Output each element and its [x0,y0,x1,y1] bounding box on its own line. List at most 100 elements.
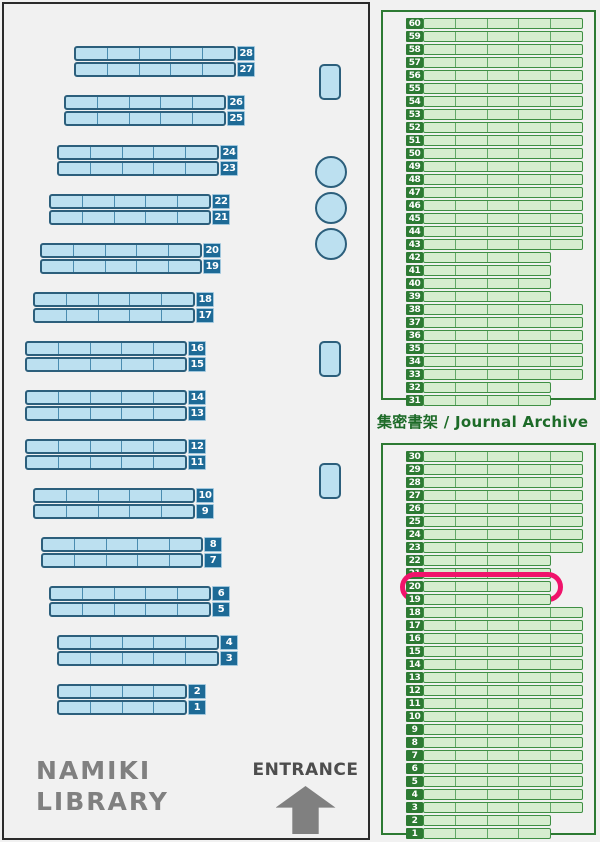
archive-row[interactable]: 41 [406,265,551,276]
archive-number-badge[interactable]: 54 [406,96,423,107]
shelf-bar[interactable] [33,504,195,519]
archive-number-badge[interactable]: 13 [406,672,423,683]
shelf-number-badge[interactable]: 20 [203,243,221,258]
shelf-number-badge[interactable]: 11 [188,455,206,470]
archive-row[interactable]: 47 [406,187,583,198]
shelf-bar[interactable] [57,635,219,650]
archive-number-badge[interactable]: 47 [406,187,423,198]
archive-number-badge[interactable]: 50 [406,148,423,159]
shelf-row[interactable]: 7 [41,553,222,568]
shelf-number-badge[interactable]: 26 [227,95,245,110]
archive-number-badge[interactable]: 57 [406,57,423,68]
archive-number-badge[interactable]: 5 [406,776,423,787]
shelf-row[interactable]: 13 [25,406,206,421]
archive-number-badge[interactable]: 7 [406,750,423,761]
archive-number-badge[interactable]: 4 [406,789,423,800]
archive-row[interactable]: 7 [406,750,583,761]
shelf-row[interactable]: 26 [64,95,245,110]
archive-row[interactable]: 51 [406,135,583,146]
shelf-row[interactable]: 27 [74,62,255,77]
archive-row[interactable]: 49 [406,161,583,172]
shelf-row[interactable]: 22 [49,194,230,209]
archive-number-badge[interactable]: 11 [406,698,423,709]
shelf-row[interactable]: 16 [25,341,206,356]
archive-number-badge[interactable]: 19 [406,594,423,605]
archive-row[interactable]: 43 [406,239,583,250]
round-table-3[interactable] [315,228,347,260]
shelf-bar[interactable] [25,357,187,372]
shelf-bar[interactable] [25,455,187,470]
archive-bar[interactable] [423,451,583,462]
archive-number-badge[interactable]: 36 [406,330,423,341]
shelf-number-badge[interactable]: 18 [196,292,214,307]
archive-bar[interactable] [423,239,583,250]
archive-number-badge[interactable]: 53 [406,109,423,120]
shelf-row[interactable]: 9 [33,504,214,519]
archive-row[interactable]: 21 [406,568,551,579]
archive-row[interactable]: 28 [406,477,583,488]
shelf-bar[interactable] [40,243,202,258]
shelf-group-24-23[interactable]: 24 23 [57,145,238,176]
archive-bar[interactable] [423,70,583,81]
archive-bar[interactable] [423,122,583,133]
shelf-number-badge[interactable]: 16 [188,341,206,356]
shelf-number-badge[interactable]: 23 [220,161,238,176]
archive-row[interactable]: 54 [406,96,583,107]
archive-row[interactable]: 10 [406,711,583,722]
study-table-3[interactable] [319,463,341,499]
shelf-number-badge[interactable]: 2 [188,684,206,699]
shelf-bar[interactable] [64,111,226,126]
archive-bar[interactable] [423,724,583,735]
archive-bar[interactable] [423,174,583,185]
archive-row[interactable]: 4 [406,789,583,800]
archive-number-badge[interactable]: 29 [406,464,423,475]
shelf-bar[interactable] [57,651,219,666]
shelf-bar[interactable] [33,308,195,323]
archive-row[interactable]: 9 [406,724,583,735]
shelf-row[interactable]: 17 [33,308,214,323]
archive-row[interactable]: 56 [406,70,583,81]
shelf-bar[interactable] [25,341,187,356]
shelf-group-18-17[interactable]: 18 17 [33,292,214,323]
shelf-number-badge[interactable]: 27 [237,62,255,77]
archive-row[interactable]: 40 [406,278,551,289]
archive-number-badge[interactable]: 28 [406,477,423,488]
archive-number-badge[interactable]: 60 [406,18,423,29]
archive-bar[interactable] [423,304,583,315]
shelf-row[interactable]: 8 [41,537,222,552]
archive-number-badge[interactable]: 12 [406,685,423,696]
archive-number-badge[interactable]: 56 [406,70,423,81]
study-table-1[interactable] [319,64,341,100]
shelf-bar[interactable] [49,210,211,225]
shelf-bar[interactable] [57,161,219,176]
shelf-group-10-9[interactable]: 10 9 [33,488,214,519]
archive-bar[interactable] [423,18,583,29]
archive-row[interactable]: 5 [406,776,583,787]
archive-row[interactable]: 2 [406,815,551,826]
archive-number-badge[interactable]: 43 [406,239,423,250]
shelf-group-26-25[interactable]: 26 25 [64,95,245,126]
shelf-row[interactable]: 5 [49,602,230,617]
shelf-bar[interactable] [33,292,195,307]
shelf-group-22-21[interactable]: 22 21 [49,194,230,225]
archive-number-badge[interactable]: 44 [406,226,423,237]
shelf-bar[interactable] [25,390,187,405]
archive-bar[interactable] [423,620,583,631]
archive-row[interactable]: 6 [406,763,583,774]
archive-row[interactable]: 39 [406,291,551,302]
archive-row[interactable]: 57 [406,57,583,68]
archive-bar[interactable] [423,382,551,393]
archive-bar[interactable] [423,490,583,501]
archive-bar[interactable] [423,135,583,146]
shelf-bar[interactable] [64,95,226,110]
archive-row[interactable]: 48 [406,174,583,185]
shelf-row[interactable]: 15 [25,357,206,372]
round-table-2[interactable] [315,192,347,224]
shelf-row[interactable]: 1 [57,700,206,715]
archive-bar[interactable] [423,802,583,813]
study-table-2[interactable] [319,341,341,377]
shelf-group-14-13[interactable]: 14 13 [25,390,206,421]
archive-bar[interactable] [423,148,583,159]
shelf-number-badge[interactable]: 21 [212,210,230,225]
archive-row[interactable]: 12 [406,685,583,696]
